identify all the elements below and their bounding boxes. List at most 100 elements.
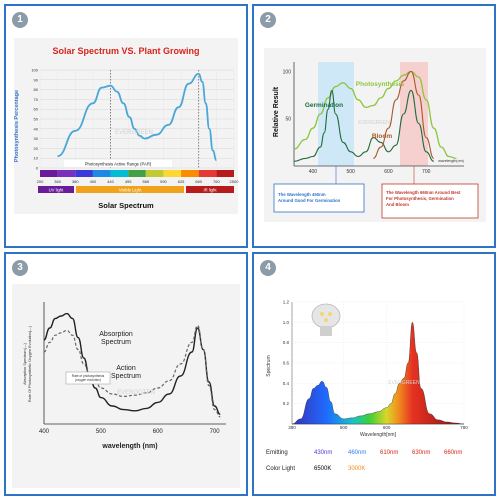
x-axis-label: Solar Spectrum bbox=[98, 201, 154, 210]
x-tick-label: 780 bbox=[460, 425, 468, 430]
x-tick-label: 500 bbox=[340, 425, 348, 430]
gridlines bbox=[39, 69, 235, 169]
visible-band bbox=[76, 186, 184, 193]
x-axis-label: wavelength (nm) bbox=[101, 443, 157, 450]
photosynthesis-note: The Wavelength 660nm Around Best For Phot… bbox=[386, 190, 461, 207]
watermark: EVERGREEN bbox=[358, 120, 390, 126]
spectrum-segment bbox=[57, 170, 76, 177]
chart-title: Solar Spectrum VS. Plant Growing bbox=[52, 46, 199, 56]
par-label-box bbox=[64, 160, 172, 167]
y-tick-label: 0.4 bbox=[283, 381, 290, 386]
spectrum-segment bbox=[163, 170, 182, 177]
photosynthesis-curve bbox=[293, 70, 457, 160]
y-tick-label: 50 bbox=[285, 117, 291, 123]
x-tick-label: 590 bbox=[160, 179, 167, 184]
x-tick-label: 360 bbox=[54, 179, 61, 184]
bloom-curve bbox=[373, 70, 435, 159]
x-tick-label: 700 bbox=[210, 429, 221, 435]
emitting-wavelength: 460nm bbox=[348, 450, 366, 456]
solar-spectrum-panel: 1 Solar Spectrum VS. Plant Growing Photo… bbox=[4, 4, 248, 248]
absorption-curve bbox=[43, 312, 221, 416]
led-spectrum-area bbox=[291, 322, 465, 425]
y-axis-label-absorption: Absorption Spectrum(—)Rate Of Photosynth… bbox=[23, 325, 32, 402]
y-tick-label: 30 bbox=[34, 136, 39, 141]
inset-label-box bbox=[65, 371, 111, 385]
absorption-action-panel: 3 Absorption Spectrum(—)Rate Of Photosyn… bbox=[4, 252, 248, 496]
x-tick-label: 400 bbox=[39, 429, 50, 435]
color-temperature: 6500K bbox=[314, 466, 331, 472]
visible-band-label: Visible Light bbox=[119, 187, 142, 192]
absorption-action-chart: Absorption Spectrum(—)Rate Of Photosynth… bbox=[12, 284, 240, 488]
x-tick-label: 600 bbox=[383, 425, 391, 430]
y-tick-label: 0.6 bbox=[283, 361, 290, 366]
x-tick-label: 625 bbox=[178, 179, 185, 184]
panel-number-badge: 4 bbox=[260, 260, 276, 276]
spectrum-segment bbox=[92, 170, 111, 177]
y-tick-label: 10 bbox=[34, 156, 39, 161]
tick-labels: 400 500 600 700 50 100 bbox=[283, 69, 431, 175]
spectrum-segment bbox=[75, 170, 93, 177]
emitting-values: 430nm 460nm 610nm 630nm 660nm bbox=[314, 450, 462, 456]
ir-band-label: IR light bbox=[203, 187, 217, 192]
germination-note: The Wavelength 450nm Around Good For Germ… bbox=[278, 192, 341, 203]
emitting-label: Emitting bbox=[266, 450, 288, 456]
spectrum-segment bbox=[198, 170, 217, 177]
x-tick-label: 400 bbox=[309, 169, 318, 175]
x-axis-label: wavelength(nm) bbox=[438, 159, 464, 163]
x-tick-label: 660 bbox=[195, 179, 202, 184]
action-curve bbox=[43, 324, 221, 418]
x-tick-label: 600 bbox=[153, 429, 164, 435]
action-label: Action Spectrum bbox=[111, 365, 141, 380]
spectrum-segment bbox=[181, 170, 199, 177]
gridlines bbox=[291, 301, 465, 424]
emitting-wavelength: 430nm bbox=[314, 450, 332, 456]
spectrum-segment bbox=[110, 170, 129, 177]
x-tick-label: 565 bbox=[142, 179, 149, 184]
x-tick-label: 440 bbox=[107, 179, 114, 184]
panel-number-badge: 3 bbox=[12, 260, 28, 276]
y-tick-label: 50 bbox=[34, 117, 39, 122]
y-axis-label: Spectrum bbox=[266, 355, 272, 376]
watermark: EVERGREEN bbox=[388, 380, 420, 386]
x-axis-label: Wavelength[nm] bbox=[360, 432, 397, 438]
color-light-label: Color Light bbox=[266, 466, 295, 472]
y-tick-label: 0.2 bbox=[283, 401, 290, 406]
x-tick-label: 700 bbox=[422, 169, 431, 175]
inset-label: Rate of photosynthesis (oxygen evolution) bbox=[72, 374, 105, 382]
emitting-wavelength: 660nm bbox=[444, 450, 462, 456]
tick-labels: 0.2 0.4 0.6 0.8 1.0 1.2 380 500 600 780 bbox=[283, 300, 469, 431]
x-tick-label: 380 bbox=[288, 425, 296, 430]
relative-result-panel: 2 Relative Result wavelength(nm) 400 500 6… bbox=[252, 4, 496, 248]
x-tick-label: 500 bbox=[346, 169, 355, 175]
watermark: EVERGOTEN bbox=[117, 390, 155, 396]
uv-band-label: UV light bbox=[49, 187, 64, 192]
panel3-bg bbox=[12, 284, 240, 488]
par-label: Photosynthesis Active Range (PAR) bbox=[85, 162, 152, 167]
y-tick-label: 0 bbox=[36, 166, 39, 171]
y-tick-label: 1.2 bbox=[283, 300, 290, 305]
x-tick-label: 495 bbox=[125, 179, 132, 184]
color-light-values: 6500K 3000K bbox=[314, 466, 365, 472]
y-tick-label: 80 bbox=[34, 87, 39, 92]
y-tick-label: 70 bbox=[34, 97, 39, 102]
germination-curve bbox=[293, 89, 434, 162]
solar-spectrum-chart: Solar Spectrum VS. Plant Growing Photosy… bbox=[14, 38, 240, 214]
y-tick-labels: 0 10 20 30 40 50 60 70 80 90 100 bbox=[31, 68, 38, 171]
y-tick-label: 60 bbox=[34, 107, 39, 112]
relative-result-chart: Relative Result wavelength(nm) 400 500 600… bbox=[264, 48, 486, 222]
absorption-label: Absorption Spectrum bbox=[99, 331, 133, 346]
germination-note-box bbox=[273, 183, 365, 213]
y-tick-label: 20 bbox=[34, 146, 39, 151]
x-tick-labels: 200 360 380 400 440 495 565 590 625 660 760 2500 bbox=[37, 179, 240, 184]
tick-labels: 400 500 600 700 bbox=[39, 429, 220, 435]
bloom-label: Bloom bbox=[372, 133, 392, 140]
x-tick-label: 600 bbox=[384, 169, 393, 175]
x-tick-label: 2500 bbox=[230, 179, 240, 184]
y-tick-label: 100 bbox=[31, 68, 38, 73]
color-temperature: 3000K bbox=[348, 466, 365, 472]
photosynthesis-label: Photosynthesis bbox=[356, 81, 405, 88]
spectrum-segment bbox=[40, 170, 58, 177]
photosynthesis-note-box bbox=[381, 183, 479, 219]
